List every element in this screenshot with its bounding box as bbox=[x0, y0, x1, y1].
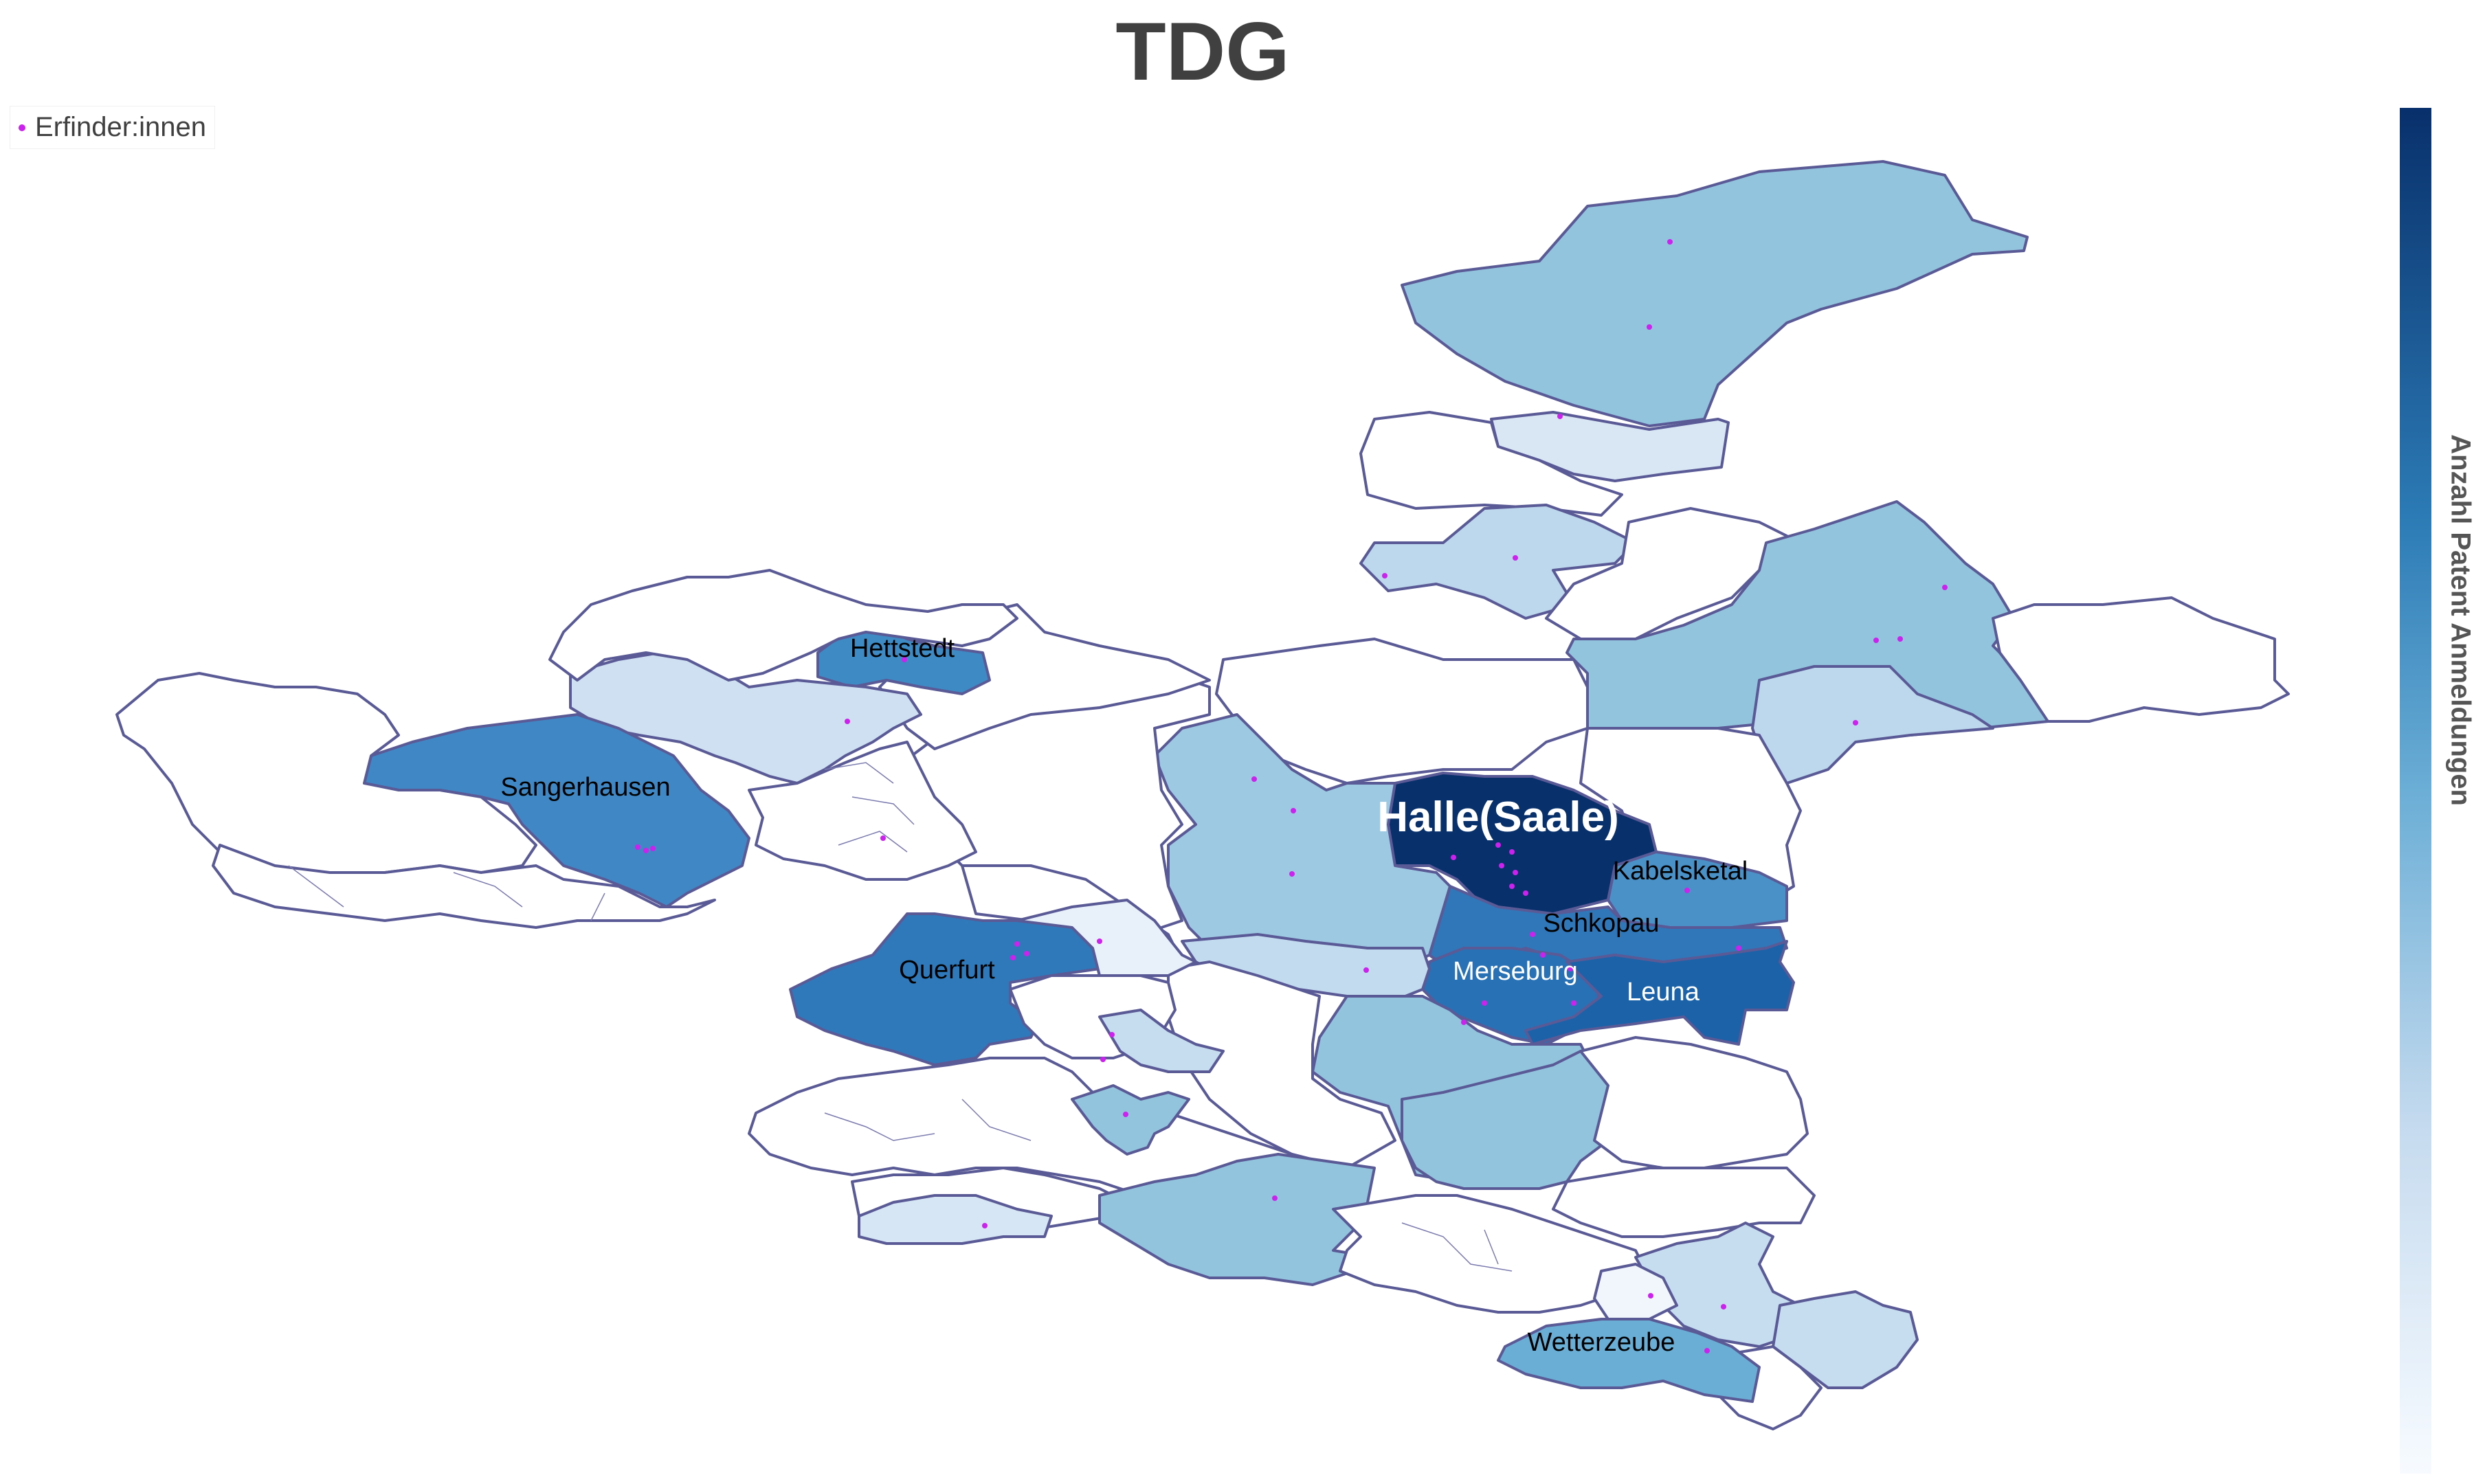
region-south-blue[interactable] bbox=[1098, 1153, 1376, 1286]
region-far-east-white[interactable] bbox=[1992, 596, 2290, 723]
region-north-mid[interactable] bbox=[1359, 504, 1637, 620]
city-label-merseburg: Merseburg bbox=[1453, 957, 1578, 986]
region-south-mid-light[interactable] bbox=[1098, 1009, 1225, 1073]
choropleth-map[interactable]: Halle(Saale) Kabelsketal Schkopau Merseb… bbox=[0, 0, 2392, 1484]
region-north-large[interactable] bbox=[1401, 160, 2029, 427]
region-wetterzeube[interactable] bbox=[1497, 1318, 1761, 1403]
inventor-marker-icon bbox=[19, 124, 25, 131]
region-leuna[interactable] bbox=[1524, 940, 1795, 1046]
region-far-west-white[interactable] bbox=[115, 672, 537, 881]
city-label-hettstedt: Hettstedt bbox=[850, 634, 955, 663]
region-querfurt[interactable] bbox=[789, 912, 1101, 1066]
region-south-east-white[interactable] bbox=[1579, 1036, 1809, 1169]
region-south-east-light-2[interactable] bbox=[1593, 1263, 1678, 1320]
inventor-markers bbox=[635, 239, 1948, 1353]
colorbar-title-text: Anzahl Patent Anmeldungen bbox=[2445, 434, 2474, 806]
region-west-center-white[interactable] bbox=[1167, 960, 1396, 1169]
legend-label: Erfinder:innen bbox=[35, 112, 207, 142]
region-south-west-light[interactable] bbox=[858, 1194, 1053, 1245]
region-kabelsketal[interactable] bbox=[1607, 851, 1788, 929]
region-north-west-top-white[interactable] bbox=[548, 569, 1018, 682]
city-label-sangerhausen: Sangerhausen bbox=[500, 773, 670, 802]
map-title: TDG bbox=[1115, 5, 1290, 98]
city-label-halle: Halle(Saale) bbox=[1377, 794, 1619, 841]
city-label-schkopau: Schkopau bbox=[1543, 909, 1659, 938]
city-label-wetterzeube: Wetterzeube bbox=[1528, 1328, 1675, 1357]
legend[interactable]: Erfinder:innen bbox=[10, 106, 216, 149]
region-northeast-white[interactable] bbox=[1545, 507, 1802, 640]
city-label-kabelsketal: Kabelsketal bbox=[1613, 857, 1748, 886]
city-label-leuna: Leuna bbox=[1627, 978, 1700, 1007]
region-mid-west-white[interactable] bbox=[748, 741, 977, 881]
region-south-east-white-2[interactable] bbox=[1552, 1167, 1816, 1238]
region-sangerhausen[interactable] bbox=[363, 713, 750, 908]
region-north-white[interactable] bbox=[1359, 411, 1623, 517]
region-southwest-white[interactable] bbox=[212, 844, 716, 929]
region-south-east-light[interactable] bbox=[1634, 1222, 1802, 1348]
region-querfurt-east-light[interactable] bbox=[1016, 899, 1197, 977]
colorbar bbox=[2400, 108, 2431, 1474]
city-label-querfurt: Querfurt bbox=[899, 956, 995, 985]
region-south-small-blue[interactable] bbox=[1071, 1084, 1190, 1156]
